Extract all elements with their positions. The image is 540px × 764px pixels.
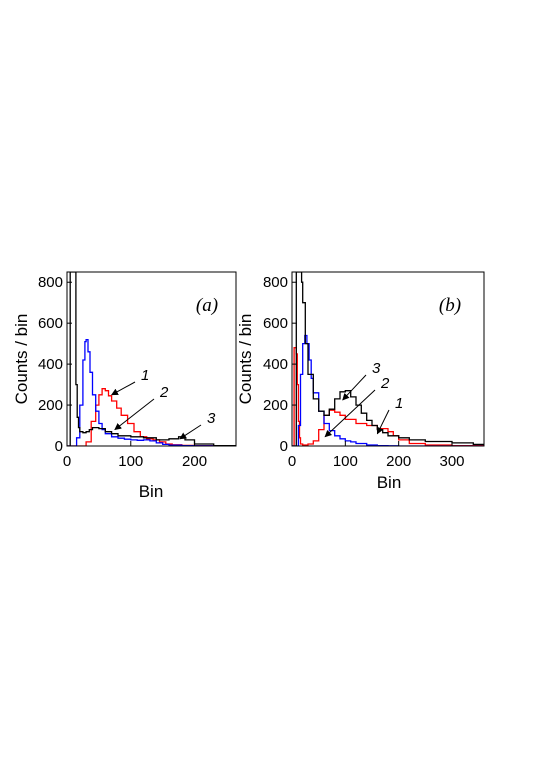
panel-b-annotation-2: 2 [380, 375, 390, 392]
panel-a-axes-frame [66, 271, 237, 447]
panel-b-annotation-1: 1 [395, 395, 403, 412]
panel-b-ytick-label-800: 800 [263, 274, 288, 291]
panel-a-label: (a) [196, 295, 218, 316]
panel-b-series-group [292, 272, 484, 446]
panel-a-ylabel: Counts / bin [12, 314, 31, 405]
panel-b-annotation-arrow-3 [342, 374, 367, 401]
panel-a-plot: 0 200 400 600 800 0 100 200 12 3 [38, 271, 237, 470]
panel-a-annotation-arrow-3 [179, 424, 202, 440]
panel-a-series-3 [67, 272, 236, 446]
panel-a-xtick-label-100: 100 [118, 453, 143, 470]
panel-a-annotation-1: 1 [141, 367, 149, 384]
panel-a-xlabel: Bin [139, 482, 164, 501]
panel-a-ytick-label-200: 200 [38, 397, 63, 414]
panel-b-ylabel: Counts / bin [236, 314, 255, 405]
panel-b-series-1 [292, 347, 484, 446]
panel-a-ytick-label-600: 600 [38, 315, 63, 332]
panel-a-ytick-label-400: 400 [38, 356, 63, 373]
panel-b-label: (b) [439, 295, 461, 316]
panel-b-xtick-label-200: 200 [386, 453, 411, 470]
panel-b-annotation-arrow-2 [324, 389, 376, 438]
panel-a-annotation-arrow-1 [111, 381, 136, 396]
panel-b-axes-frame [291, 271, 485, 447]
panel-a-annotation-arrow-2 [114, 398, 155, 431]
panel-b-xtick-label-0: 0 [288, 453, 296, 470]
panel-b-ytick-label-400: 400 [263, 356, 288, 373]
panel-b-ytick-label-200: 200 [263, 397, 288, 414]
panel-b-xlabel: Bin [377, 473, 402, 492]
panel-b-xtick-label-100: 100 [333, 453, 358, 470]
panel-a-xtick-label-0: 0 [63, 453, 71, 470]
panel-a-annotation-2: 2 [159, 384, 169, 401]
panel-a: Counts / bin Bin (a) 0 200 400 600 800 0 100 20… [12, 271, 237, 501]
panel-b-annotation-3: 3 [372, 360, 381, 377]
panel-b-annotation-arrow-1 [376, 409, 390, 435]
panel-b-ytick-label-0: 0 [280, 438, 288, 455]
panel-b: Counts / bin Bin (b) 0 200 400 600 800 0 100 20… [236, 271, 485, 492]
panel-b-ytick-label-600: 600 [263, 315, 288, 332]
panel-a-xtick-label-200: 200 [182, 453, 207, 470]
panel-a-ytick-label-800: 800 [38, 274, 63, 291]
panel-b-series-2 [292, 334, 484, 446]
panel-b-xtick-label-300: 300 [439, 453, 464, 470]
panel-a-ytick-label-0: 0 [55, 438, 63, 455]
panel-a-annotation-3: 3 [207, 410, 216, 427]
panel-b-series-3 [292, 272, 484, 446]
panel-b-plot: 0 200 400 600 800 0 100 200 300 321 [263, 271, 485, 470]
